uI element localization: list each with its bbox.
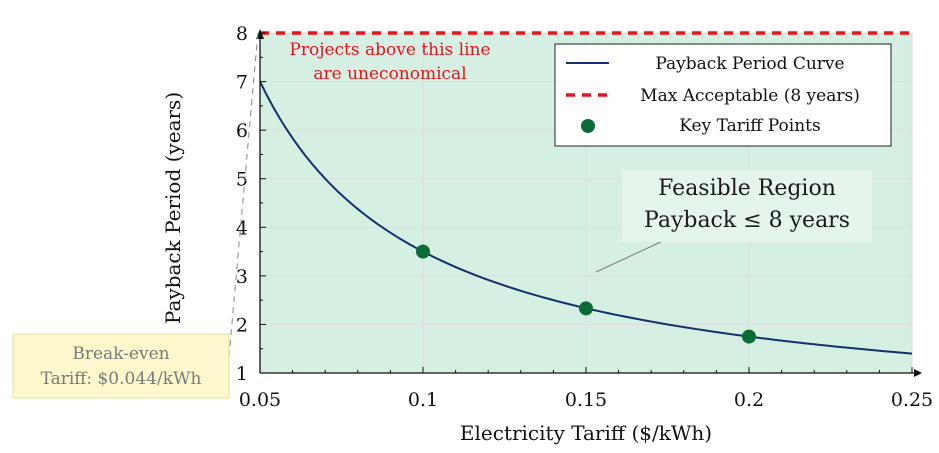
x-tick-label: 0.05 <box>239 389 281 411</box>
legend-label-points: Key Tariff Points <box>679 116 820 136</box>
y-tick-label: 6 <box>236 120 248 142</box>
axes <box>256 29 922 377</box>
x-tick-label: 0.15 <box>565 389 607 411</box>
y-tick-label: 3 <box>236 266 248 288</box>
feasible-label-line1: Feasible Region <box>658 176 836 201</box>
y-tick-label: 5 <box>236 169 248 191</box>
legend: Payback Period Curve Max Acceptable (8 y… <box>554 43 892 147</box>
y-tick-label: 8 <box>236 23 248 45</box>
legend-box <box>554 43 892 147</box>
uneconomical-note-line2: are uneconomical <box>313 64 466 84</box>
key-tariff-point <box>742 329 756 344</box>
x-tick-label: 0.2 <box>734 389 764 411</box>
y-axis-title: Payback Period (years) <box>161 92 185 324</box>
key-tariff-point <box>416 244 430 259</box>
breakeven-label-line2: Tariff: $0.044/kWh <box>41 369 202 389</box>
legend-label-curve: Payback Period Curve <box>655 54 844 74</box>
key-tariff-point <box>579 301 593 316</box>
key-tariff-points <box>416 244 756 344</box>
legend-label-max: Max Acceptable (8 years) <box>640 86 860 106</box>
y-tick-label: 2 <box>236 314 248 336</box>
ticks: 0.05 0.1 0.15 0.2 0.25 1 2 3 4 5 6 7 8 <box>236 23 933 411</box>
breakeven-label-line1: Break-even <box>72 344 169 364</box>
feasible-label-box <box>622 170 872 242</box>
y-tick-label: 7 <box>236 72 248 94</box>
x-tick-label: 0.25 <box>891 389 933 411</box>
feasible-pointer-line <box>595 239 666 273</box>
feasible-label-line2: Payback ≤ 8 years <box>644 208 850 233</box>
x-axis-title: Electricity Tariff ($/kWh) <box>460 421 712 445</box>
breakeven-box <box>12 333 230 399</box>
uneconomical-note-line1: Projects above this line <box>289 40 490 60</box>
x-tick-label: 0.1 <box>408 389 438 411</box>
legend-point-swatch <box>581 119 595 133</box>
y-tick-label: 1 <box>236 363 248 385</box>
x-axis-arrow <box>914 369 922 377</box>
breakeven-dashed-line <box>227 31 259 369</box>
y-tick-label: 4 <box>236 217 248 239</box>
